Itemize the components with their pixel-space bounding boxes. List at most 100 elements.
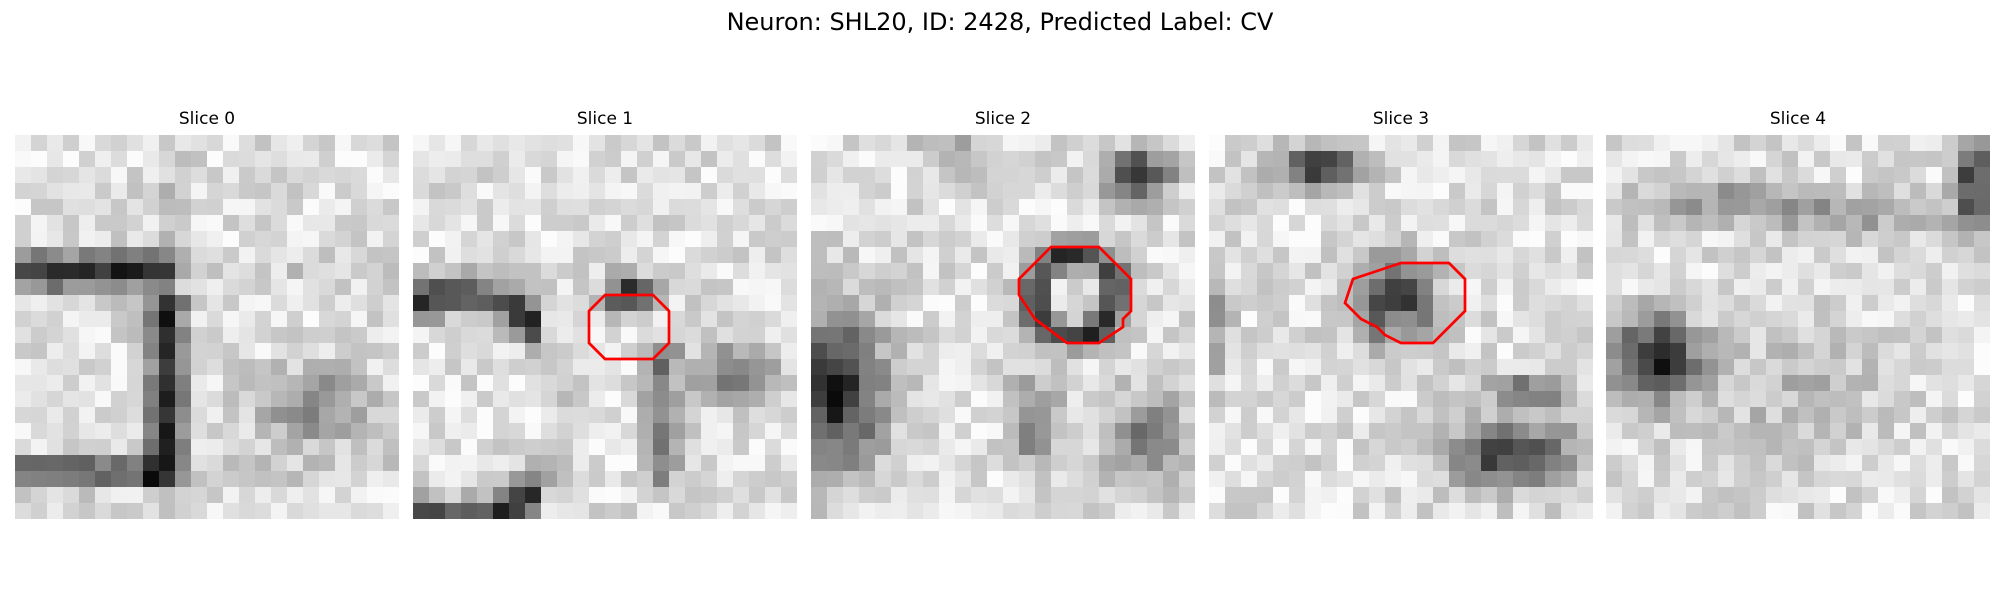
pixel — [637, 407, 654, 424]
pixel — [955, 343, 972, 360]
pixel — [429, 247, 446, 264]
pixel — [1926, 183, 1943, 200]
pixel — [1894, 231, 1911, 248]
pixel — [1830, 423, 1847, 440]
pixel — [1577, 263, 1593, 280]
pixel — [351, 503, 368, 519]
pixel — [1513, 391, 1530, 408]
pixel — [1782, 471, 1799, 488]
pixel — [701, 439, 718, 456]
pixel — [1369, 167, 1386, 184]
pixel — [1147, 199, 1164, 216]
pixel — [653, 327, 670, 344]
pixel — [509, 311, 526, 328]
pixel — [637, 135, 654, 152]
pixel — [859, 343, 876, 360]
pixel — [1337, 423, 1354, 440]
pixel — [63, 199, 80, 216]
pixel — [621, 503, 638, 519]
pixel — [271, 135, 288, 152]
pixel — [1051, 247, 1068, 264]
pixel — [1734, 311, 1751, 328]
pixel — [541, 183, 558, 200]
pixel — [1385, 295, 1402, 312]
pixel — [1606, 455, 1623, 472]
pixel — [1750, 151, 1767, 168]
pixel — [413, 407, 430, 424]
pixel — [1958, 343, 1975, 360]
pixel — [1465, 295, 1482, 312]
pixel — [1337, 199, 1354, 216]
pixel — [811, 343, 828, 360]
pixel — [843, 247, 860, 264]
pixel — [1529, 327, 1546, 344]
pixel — [1974, 343, 1990, 360]
pixel — [509, 375, 526, 392]
pixel — [1289, 423, 1306, 440]
pixel — [1131, 487, 1148, 504]
pixel — [749, 263, 766, 280]
pixel — [493, 423, 510, 440]
pixel — [749, 247, 766, 264]
pixel — [781, 375, 797, 392]
pixel — [541, 215, 558, 232]
pixel — [765, 503, 782, 519]
pixel — [1734, 407, 1751, 424]
pixel — [669, 359, 686, 376]
pixel — [1878, 359, 1895, 376]
pixel — [1337, 151, 1354, 168]
pixel — [1529, 439, 1546, 456]
pixel — [1958, 455, 1975, 472]
pixel — [541, 263, 558, 280]
pixel — [1019, 215, 1036, 232]
pixel — [1750, 455, 1767, 472]
pixel — [1926, 423, 1943, 440]
pixel — [159, 263, 176, 280]
pixel — [319, 183, 336, 200]
pixel — [111, 503, 128, 519]
pixel — [1638, 455, 1655, 472]
pixel — [637, 487, 654, 504]
pixel — [175, 263, 192, 280]
pixel — [1481, 135, 1498, 152]
pixel — [1401, 279, 1418, 296]
pixel — [1814, 151, 1831, 168]
pixel — [843, 135, 860, 152]
pixel — [271, 263, 288, 280]
pixel — [765, 231, 782, 248]
pixel — [477, 215, 494, 232]
pixel — [843, 263, 860, 280]
pixel — [573, 199, 590, 216]
pixel — [1606, 487, 1623, 504]
pixel — [1894, 279, 1911, 296]
pixel — [1686, 135, 1703, 152]
pixel — [143, 183, 160, 200]
pixel — [1782, 359, 1799, 376]
pixel — [1481, 455, 1498, 472]
pixel — [1241, 263, 1258, 280]
pixel — [1273, 503, 1290, 519]
pixel — [429, 343, 446, 360]
pixel — [1385, 279, 1402, 296]
pixel — [1147, 471, 1164, 488]
pixel — [1289, 135, 1306, 152]
pixel — [1115, 279, 1132, 296]
pixel — [907, 215, 924, 232]
pixel — [1622, 375, 1639, 392]
pixel — [1686, 487, 1703, 504]
pixel — [1622, 215, 1639, 232]
pixel — [781, 215, 797, 232]
pixel — [1513, 247, 1530, 264]
pixel — [461, 407, 478, 424]
pixel — [891, 135, 908, 152]
pixel — [1942, 295, 1959, 312]
pixel — [1067, 247, 1084, 264]
pixel — [1273, 439, 1290, 456]
pixel — [1577, 311, 1593, 328]
pixel — [1131, 135, 1148, 152]
pixel — [1353, 327, 1370, 344]
pixel — [191, 423, 208, 440]
pixel — [223, 455, 240, 472]
pixel — [1942, 359, 1959, 376]
pixel — [15, 231, 32, 248]
